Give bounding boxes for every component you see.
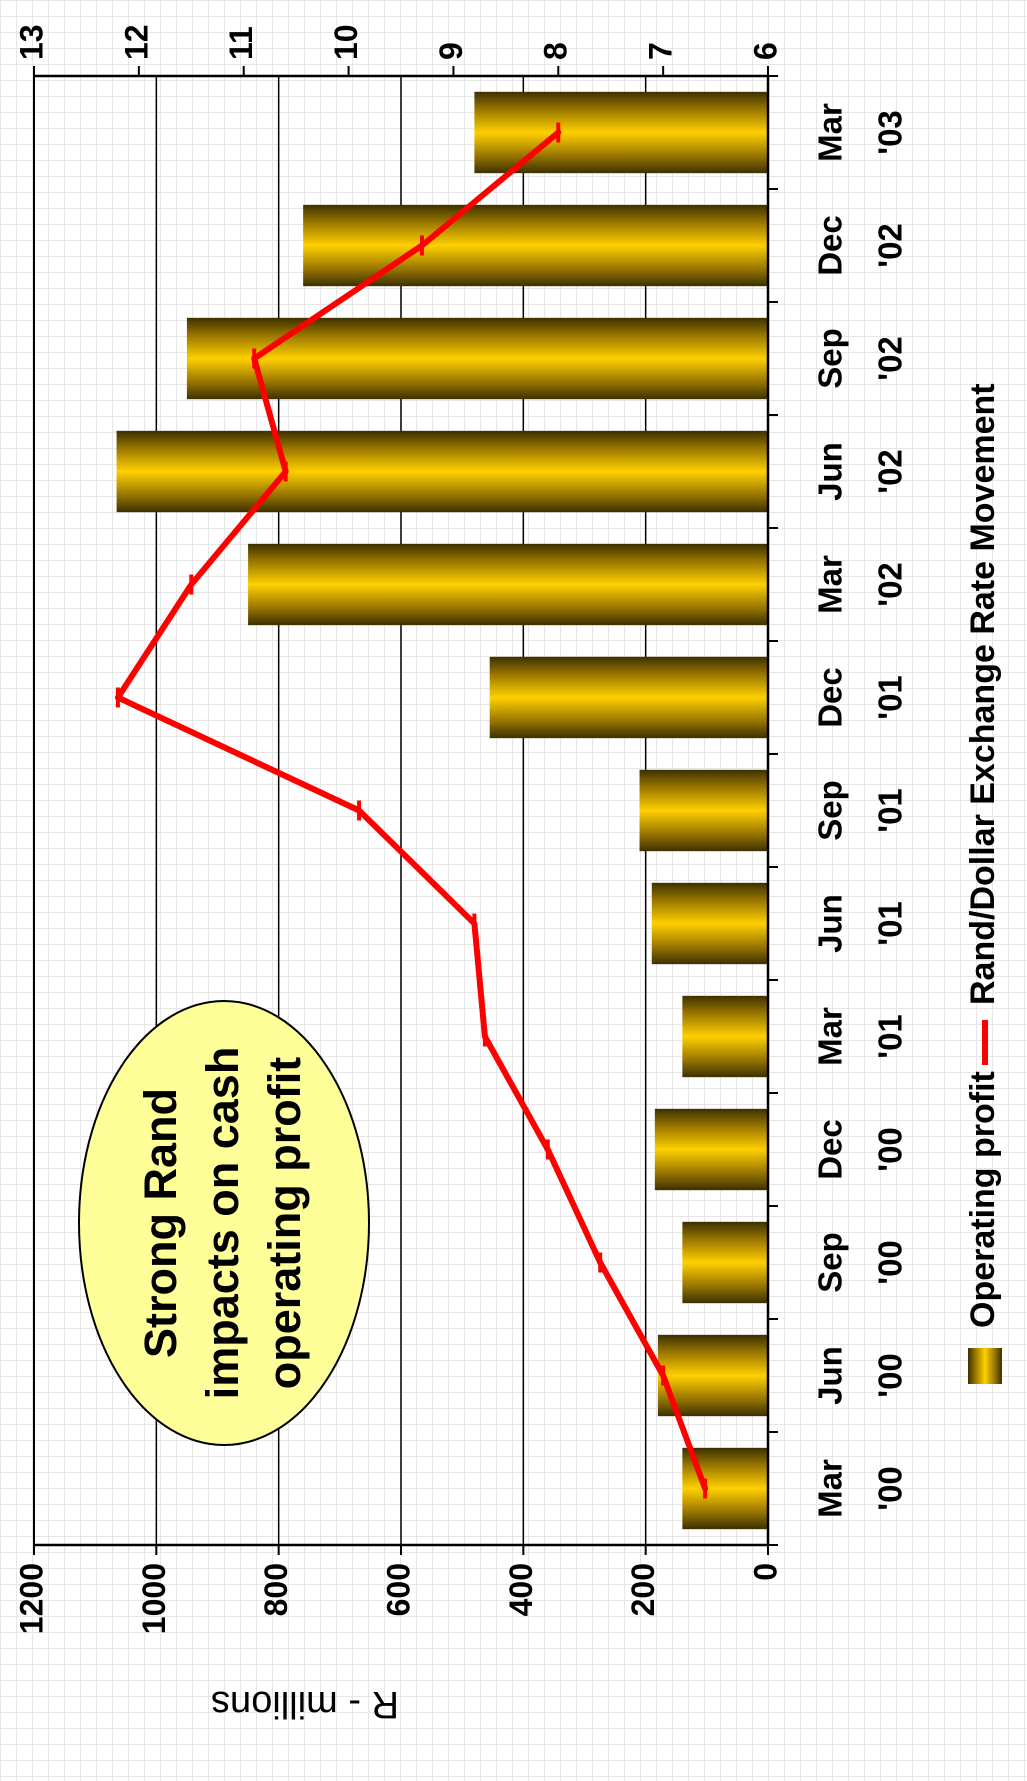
secondary-tick-label: 8	[538, 42, 574, 60]
legend: Operating profit Rand/Dollar Exchange Rat…	[964, 383, 1002, 1384]
bar	[303, 204, 768, 287]
bar	[682, 1221, 768, 1304]
category-label: Sep	[812, 1232, 849, 1293]
primary-tick-label: 0	[747, 1563, 783, 1581]
category-label: '01	[872, 675, 909, 720]
category-label: Dec	[812, 215, 849, 276]
category-label: '02	[872, 336, 909, 381]
secondary-tick-label: 12	[118, 24, 154, 60]
secondary-tick-label: 13	[13, 24, 49, 60]
callout-text-line: impacts on cash	[197, 1047, 248, 1400]
secondary-axis-ticks: 6 7 8 9 10 11 12 13	[13, 24, 783, 76]
category-label: Dec	[812, 667, 849, 728]
category-label: Jun	[812, 442, 849, 501]
category-label: '02	[872, 223, 909, 268]
primary-tick-label: 400	[503, 1563, 539, 1616]
primary-tick-label: 1200	[13, 1563, 49, 1634]
secondary-tick-label: 11	[223, 26, 259, 60]
legend-swatch-bars	[968, 1348, 1002, 1384]
callout-ellipse	[78, 1000, 370, 1446]
secondary-tick-label: 10	[328, 24, 364, 60]
legend-label-line: Rand/Dollar Exchange Rate Movement	[964, 383, 1002, 1005]
bar	[654, 1108, 768, 1191]
primary-tick-label: 1000	[136, 1563, 172, 1634]
category-label: '00	[872, 1466, 909, 1511]
y-axis-title: R - millions	[211, 1683, 399, 1725]
category-label: '00	[872, 1127, 909, 1172]
bar	[116, 430, 768, 513]
bar	[489, 656, 768, 739]
primary-tick-label: 600	[380, 1563, 416, 1616]
legend-label-bars: Operating profit	[964, 1071, 1002, 1328]
category-label: Mar	[812, 1007, 849, 1066]
category-label: Mar	[812, 1459, 849, 1518]
category-label: Jun	[812, 894, 849, 953]
bar	[474, 91, 768, 174]
category-label: '02	[872, 562, 909, 607]
bar	[639, 769, 768, 852]
callout-annotation: Strong Rand impacts on cash operating prof…	[78, 1000, 370, 1446]
category-label: '00	[872, 1353, 909, 1398]
category-label: Sep	[812, 780, 849, 841]
callout-text-line: operating profit	[259, 1057, 310, 1389]
category-label: '01	[872, 788, 909, 833]
exchange-rate-line	[114, 122, 709, 1499]
primary-tick-label: 200	[625, 1563, 661, 1616]
bar	[682, 995, 768, 1078]
secondary-tick-label: 7	[643, 42, 679, 60]
bar	[248, 543, 769, 626]
category-label: '02	[872, 449, 909, 494]
category-label: Mar	[812, 103, 849, 162]
primary-tick-label: 800	[258, 1563, 294, 1616]
category-label: Sep	[812, 328, 849, 389]
secondary-tick-label: 9	[433, 42, 469, 60]
bar	[651, 882, 768, 965]
category-label: '01	[872, 1014, 909, 1059]
category-label: '00	[872, 1240, 909, 1285]
callout-text-line: Strong Rand	[135, 1088, 186, 1358]
primary-axis-ticks: 0 200 400 600 800 1000 1200	[13, 1545, 783, 1634]
category-axis-labels: Mar '00 Jun '00 Sep '00 Dec '00 Mar '01 Jun '01 Sep '…	[812, 103, 909, 1518]
callout-text: Strong Rand impacts on cash operating prof…	[135, 1047, 310, 1400]
bar	[186, 317, 768, 400]
category-label: Dec	[812, 1119, 849, 1180]
category-label: '01	[872, 901, 909, 946]
category-label: Mar	[812, 555, 849, 614]
category-label: Jun	[812, 1346, 849, 1405]
secondary-tick-label: 6	[747, 42, 783, 60]
category-label: '03	[872, 110, 909, 155]
